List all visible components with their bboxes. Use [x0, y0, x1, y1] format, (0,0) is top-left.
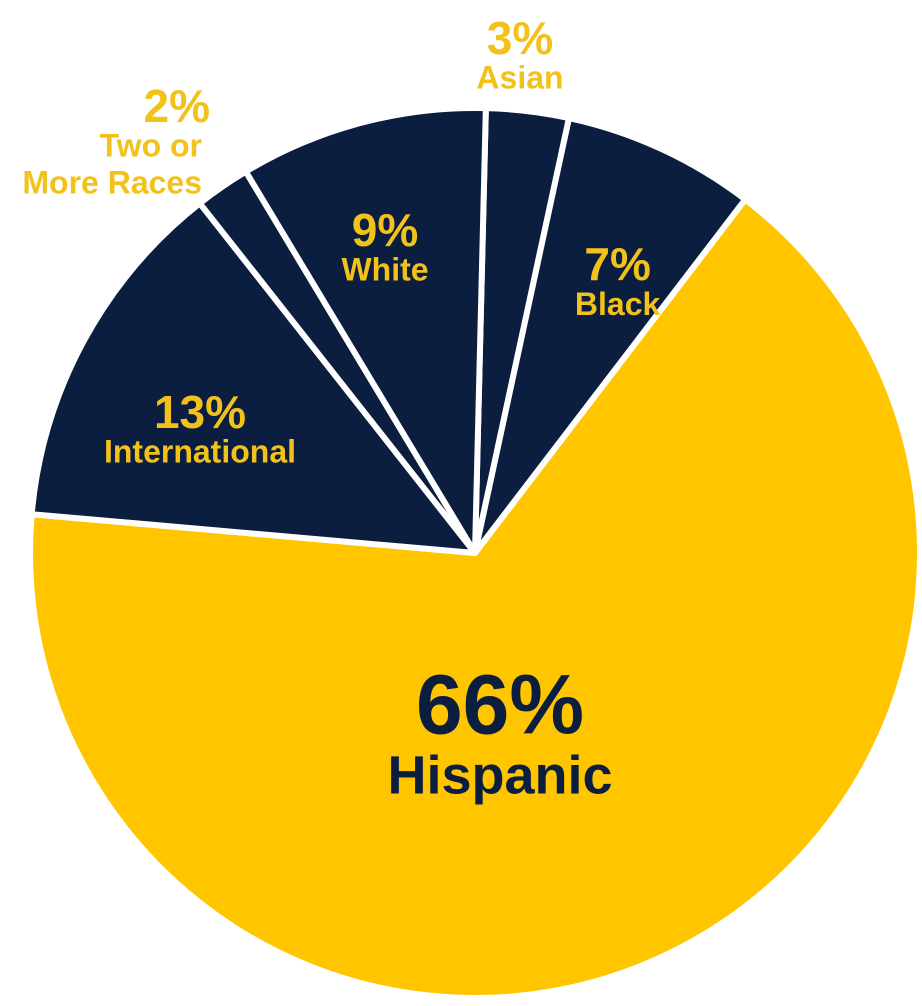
pie-slice-international [28, 200, 478, 556]
pie-labels: 3%Asian 7%Black 66%Hispanic 13%Internationa… [22, 12, 660, 806]
pie-category-label-two-or-more-races-line-2: More Races [22, 164, 202, 200]
pie-slice-black [472, 115, 749, 556]
pie-value-label-black: 7% [584, 238, 650, 290]
pie-value-label-asian: 3% [487, 12, 553, 64]
pie-value-label-international: 13% [154, 386, 246, 438]
pie-value-label-hispanic: 66% [416, 658, 584, 752]
pie-category-label-asian: Asian [476, 60, 563, 96]
pie-value-label-two-or-more-races: 2% [144, 80, 210, 132]
pie-category-label-black: Black [575, 286, 661, 322]
pie-value-label-white: 9% [352, 204, 418, 256]
pie-slice-hispanic [27, 196, 922, 1001]
pie-slices [27, 105, 922, 1001]
pie-category-label-hispanic: Hispanic [387, 746, 612, 806]
pie-slice-white [242, 105, 489, 556]
pie-category-label-two-or-more-races-line-1: Two or [100, 128, 203, 164]
pie-category-label-international: International [104, 434, 296, 470]
pie-category-label-white: White [341, 252, 428, 288]
